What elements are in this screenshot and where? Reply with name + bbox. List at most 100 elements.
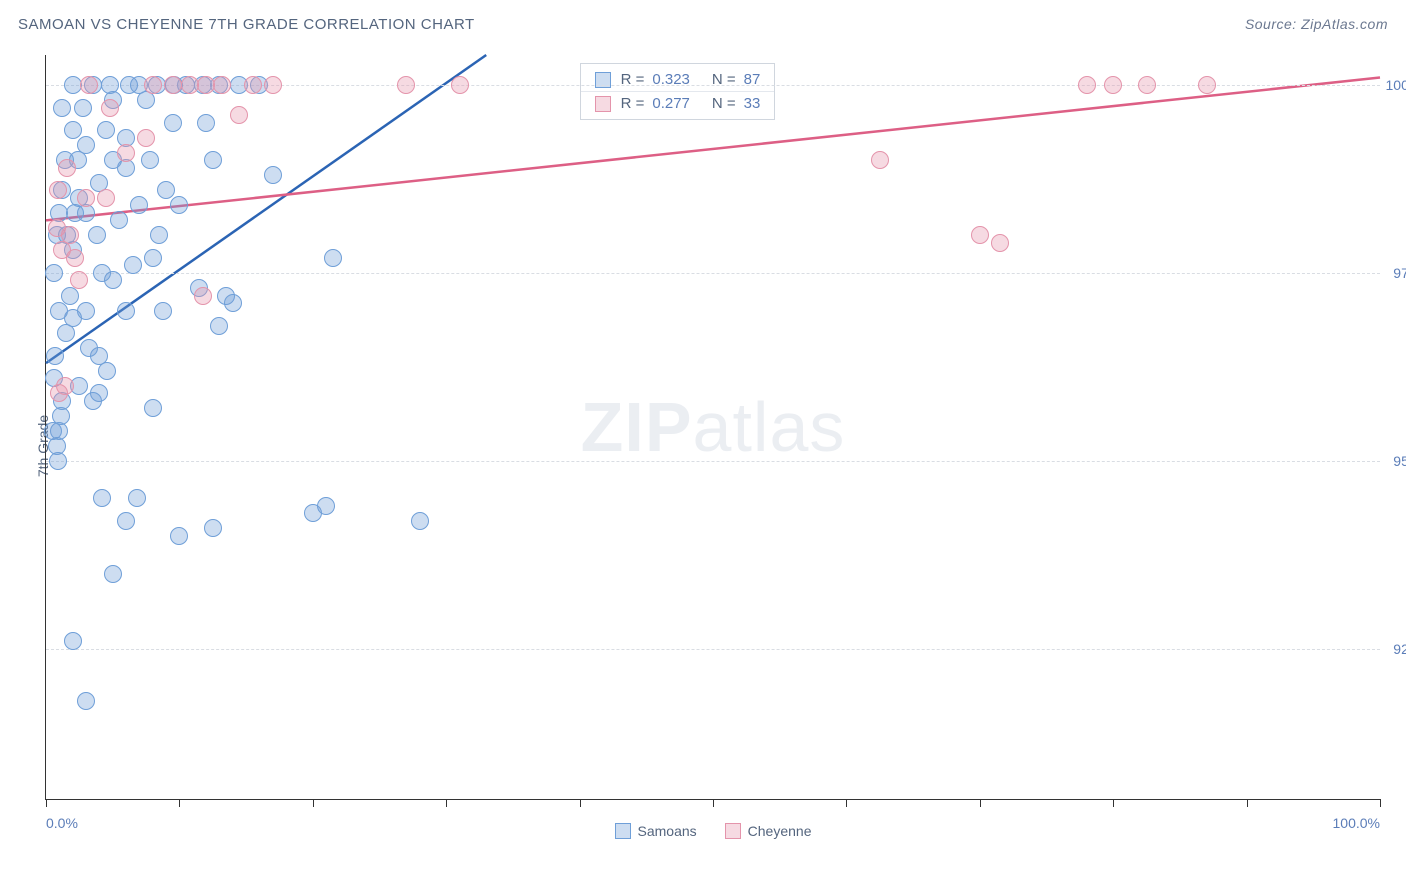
- data-point: [101, 99, 119, 117]
- data-point: [70, 271, 88, 289]
- data-point: [1138, 76, 1156, 94]
- data-point: [137, 129, 155, 147]
- x-tick-label: 0.0%: [46, 815, 78, 831]
- data-point: [244, 76, 262, 94]
- data-point: [104, 565, 122, 583]
- legend-swatch: [615, 823, 631, 839]
- gridline: [46, 649, 1380, 650]
- data-point: [66, 204, 84, 222]
- data-point: [144, 249, 162, 267]
- y-tick-label: 92.5%: [1391, 641, 1406, 657]
- data-point: [150, 226, 168, 244]
- data-point: [264, 76, 282, 94]
- data-point: [411, 512, 429, 530]
- x-tick: [1113, 799, 1114, 807]
- data-point: [971, 226, 989, 244]
- data-point: [397, 76, 415, 94]
- legend-item: Samoans: [615, 823, 697, 839]
- data-point: [144, 76, 162, 94]
- data-point: [64, 121, 82, 139]
- data-point: [110, 211, 128, 229]
- data-point: [88, 226, 106, 244]
- data-point: [66, 249, 84, 267]
- data-point: [93, 264, 111, 282]
- legend-label: Samoans: [638, 823, 697, 839]
- data-point: [117, 302, 135, 320]
- data-point: [97, 189, 115, 207]
- r-value: 0.277: [652, 95, 690, 112]
- data-point: [194, 287, 212, 305]
- data-point: [49, 452, 67, 470]
- x-tick: [46, 799, 47, 807]
- data-point: [124, 256, 142, 274]
- data-point: [141, 151, 159, 169]
- data-point: [210, 317, 228, 335]
- data-point: [204, 151, 222, 169]
- data-point: [80, 76, 98, 94]
- legend-row: R = 0.277 N = 33: [581, 91, 775, 115]
- source-label: Source: ZipAtlas.com: [1245, 16, 1388, 33]
- x-tick: [713, 799, 714, 807]
- data-point: [264, 166, 282, 184]
- data-point: [197, 114, 215, 132]
- data-point: [93, 489, 111, 507]
- data-point: [230, 106, 248, 124]
- data-point: [117, 144, 135, 162]
- watermark-rest: atlas: [693, 388, 846, 466]
- x-tick: [313, 799, 314, 807]
- data-point: [324, 249, 342, 267]
- data-point: [49, 181, 67, 199]
- x-tick: [179, 799, 180, 807]
- r-label: R =: [621, 95, 645, 112]
- data-point: [117, 512, 135, 530]
- n-label: N =: [712, 95, 736, 112]
- correlation-legend: R =0.323N =87 R = 0.277 N = 33: [580, 63, 776, 120]
- plot-area: ZIPatlas R =0.323N =87R =0.277N =33 Samo…: [45, 55, 1380, 800]
- x-tick: [846, 799, 847, 807]
- data-point: [164, 114, 182, 132]
- legend-swatch: [725, 823, 741, 839]
- data-point: [77, 692, 95, 710]
- x-tick: [1247, 799, 1248, 807]
- gridline: [46, 273, 1380, 274]
- data-point: [451, 76, 469, 94]
- gridline: [46, 461, 1380, 462]
- legend-row: R =0.323N =87: [581, 68, 775, 91]
- data-point: [317, 497, 335, 515]
- y-tick-label: 97.5%: [1391, 265, 1406, 281]
- watermark-bold: ZIP: [581, 388, 693, 466]
- regression-lines: [46, 55, 1380, 799]
- data-point: [157, 181, 175, 199]
- data-point: [991, 234, 1009, 252]
- x-tick: [580, 799, 581, 807]
- data-point: [213, 76, 231, 94]
- data-point: [1078, 76, 1096, 94]
- data-point: [56, 377, 74, 395]
- data-point: [1198, 76, 1216, 94]
- data-point: [97, 121, 115, 139]
- x-tick: [980, 799, 981, 807]
- data-point: [84, 392, 102, 410]
- data-point: [77, 189, 95, 207]
- x-tick: [1380, 799, 1381, 807]
- data-point: [45, 264, 63, 282]
- data-point: [164, 76, 182, 94]
- data-point: [64, 632, 82, 650]
- data-point: [128, 489, 146, 507]
- data-point: [1104, 76, 1122, 94]
- x-tick-label: 100.0%: [1333, 815, 1380, 831]
- data-point: [98, 362, 116, 380]
- data-point: [48, 219, 66, 237]
- series-legend: Samoans Cheyenne: [46, 823, 1380, 839]
- data-point: [170, 527, 188, 545]
- data-point: [50, 302, 68, 320]
- y-tick-label: 95.0%: [1391, 453, 1406, 469]
- watermark: ZIPatlas: [581, 387, 846, 467]
- chart-title: SAMOAN VS CHEYENNE 7TH GRADE CORRELATION…: [18, 16, 475, 33]
- legend-label: Cheyenne: [748, 823, 812, 839]
- legend-item: Cheyenne: [725, 823, 812, 839]
- data-point: [46, 347, 64, 365]
- n-value: 33: [744, 95, 761, 112]
- data-point: [53, 99, 71, 117]
- data-point: [58, 159, 76, 177]
